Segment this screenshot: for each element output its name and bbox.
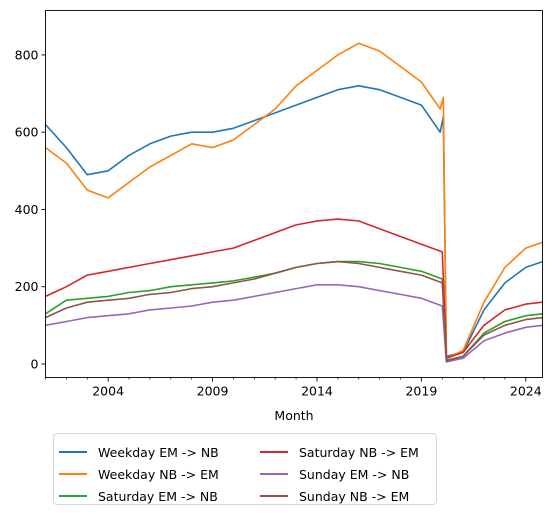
- legend-label: Sunday NB -> EM: [299, 488, 410, 504]
- legend-item: Saturday EM -> NB: [59, 486, 218, 506]
- x-tick-label: 2009: [197, 384, 229, 399]
- legend-swatch: [260, 451, 288, 453]
- legend-item: Weekday NB -> EM: [59, 464, 219, 484]
- y-tick-label: 200: [15, 279, 39, 294]
- legend: Weekday EM -> NB Weekday NB -> EM Saturd…: [53, 433, 437, 505]
- legend-swatch: [59, 473, 87, 475]
- legend-item: Sunday NB -> EM: [260, 486, 409, 506]
- series-line-4: [45, 284, 543, 363]
- legend-label: Weekday NB -> EM: [98, 466, 219, 482]
- x-tick-label: 2024: [510, 384, 542, 399]
- y-tick-label: 600: [15, 125, 39, 140]
- legend-swatch: [59, 451, 87, 453]
- series-line-1: [45, 42, 543, 359]
- legend-label: Saturday EM -> NB: [98, 488, 218, 504]
- legend-label: Saturday NB -> EM: [299, 444, 419, 460]
- plot-frame: [45, 10, 543, 378]
- y-tick-label: 0: [31, 356, 39, 371]
- series-line-3: [45, 218, 543, 359]
- legend-label: Sunday EM -> NB: [299, 466, 410, 482]
- legend-label: Weekday EM -> NB: [98, 444, 219, 460]
- legend-item: Saturday NB -> EM: [260, 442, 419, 462]
- x-tick-label: 2014: [301, 384, 333, 399]
- y-axis: 0 200 400 600 800: [15, 47, 46, 371]
- y-tick-label: 800: [15, 47, 39, 62]
- series-line-0: [44, 85, 543, 358]
- plot-lines: [44, 42, 543, 363]
- x-axis: 2004 2009 2014 2019 2024: [45, 377, 542, 399]
- series-line-5: [45, 260, 543, 362]
- legend-item: Sunday EM -> NB: [260, 464, 409, 484]
- x-tick-label: 2019: [405, 384, 437, 399]
- legend-item: Weekday EM -> NB: [59, 442, 219, 462]
- x-axis-label: Month: [274, 408, 313, 423]
- legend-swatch: [260, 495, 288, 497]
- legend-swatch: [260, 473, 288, 475]
- x-tick-label: 2004: [92, 384, 124, 399]
- legend-swatch: [59, 495, 87, 497]
- y-tick-label: 400: [15, 202, 39, 217]
